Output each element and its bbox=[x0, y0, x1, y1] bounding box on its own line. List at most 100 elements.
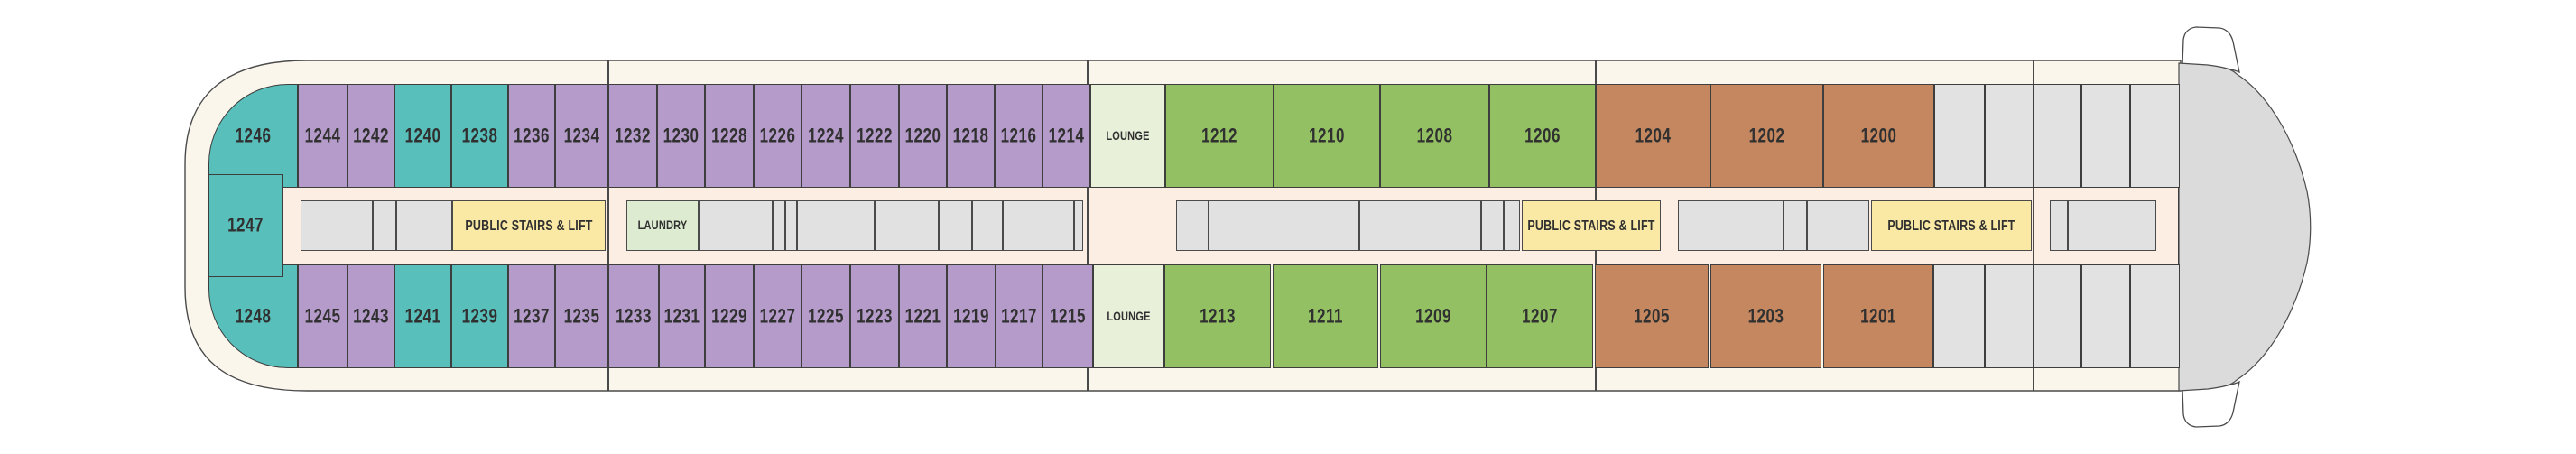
cabin-number: 1245 bbox=[304, 304, 341, 328]
cabin-1241[interactable]: 1241 bbox=[394, 264, 451, 368]
cabin-1217[interactable]: 1217 bbox=[996, 264, 1042, 368]
public-stairs-lift: PUBLIC STAIRS & LIFT bbox=[1522, 200, 1661, 251]
cabin-1209[interactable]: 1209 bbox=[1380, 264, 1487, 368]
service-box-9 bbox=[875, 200, 939, 251]
cabin-1229[interactable]: 1229 bbox=[705, 264, 754, 368]
cabin-1207[interactable]: 1207 bbox=[1487, 264, 1593, 368]
service-box-15 bbox=[1209, 200, 1359, 251]
cabin-1234[interactable]: 1234 bbox=[555, 84, 608, 188]
cabin-number: 1212 bbox=[1201, 124, 1237, 147]
cabin-number: 1231 bbox=[663, 304, 700, 328]
cabin-1225[interactable]: 1225 bbox=[802, 264, 850, 368]
cabin-1244[interactable]: 1244 bbox=[298, 84, 347, 188]
service-box-1 bbox=[373, 200, 396, 251]
service-box-24 bbox=[2050, 200, 2068, 251]
unlabeled-unit-bottom-27 bbox=[2034, 264, 2081, 368]
service-box-11 bbox=[972, 200, 1003, 251]
cabin-1230[interactable]: 1230 bbox=[657, 84, 705, 188]
cabin-1219[interactable]: 1219 bbox=[947, 264, 996, 368]
cabin-number: 1225 bbox=[808, 304, 844, 328]
lounge-label: LOUNGE bbox=[1106, 129, 1150, 143]
cabin-1243[interactable]: 1243 bbox=[347, 264, 394, 368]
cabin-1204[interactable]: 1204 bbox=[1596, 84, 1710, 188]
cabin-1208[interactable]: 1208 bbox=[1380, 84, 1489, 188]
unlabeled-unit-bottom-26 bbox=[1985, 264, 2034, 368]
cabin-number: 1208 bbox=[1416, 124, 1453, 147]
cabin-1218[interactable]: 1218 bbox=[947, 84, 995, 188]
cabin-number: 1205 bbox=[1634, 304, 1670, 328]
cabin-1240[interactable]: 1240 bbox=[394, 84, 451, 188]
cabin-1216[interactable]: 1216 bbox=[995, 84, 1042, 188]
cabin-1214[interactable]: 1214 bbox=[1042, 84, 1090, 188]
cabin-1226[interactable]: 1226 bbox=[754, 84, 802, 188]
cabin-number: 1233 bbox=[616, 304, 652, 328]
laundry-label: LAUNDRY bbox=[637, 218, 688, 233]
stairs-label: PUBLIC STAIRS & LIFT bbox=[1527, 218, 1655, 234]
cabin-1222[interactable]: 1222 bbox=[850, 84, 899, 188]
cabin-1220[interactable]: 1220 bbox=[899, 84, 947, 188]
service-box-25 bbox=[2068, 200, 2156, 251]
cabin-number: 1211 bbox=[1308, 304, 1343, 328]
cabin-1238[interactable]: 1238 bbox=[451, 84, 508, 188]
lounge-bottom: LOUNGE bbox=[1093, 264, 1164, 368]
cabin-number: 1203 bbox=[1747, 304, 1784, 328]
cabin-number: 1246 bbox=[235, 124, 272, 147]
unlabeled-unit-bottom-29 bbox=[2130, 264, 2180, 368]
cabin-1236[interactable]: 1236 bbox=[508, 84, 555, 188]
cabin-1201[interactable]: 1201 bbox=[1823, 264, 1933, 368]
bow-shape bbox=[2178, 62, 2312, 392]
service-box-6 bbox=[773, 200, 785, 251]
cabin-1242[interactable]: 1242 bbox=[347, 84, 394, 188]
stairs-label: PUBLIC STAIRS & LIFT bbox=[465, 218, 593, 234]
cabin-number: 1238 bbox=[461, 124, 498, 147]
cabin-number: 1229 bbox=[711, 304, 747, 328]
unlabeled-unit-top-25 bbox=[1934, 84, 1985, 188]
cabin-1221[interactable]: 1221 bbox=[899, 264, 947, 368]
service-box-12 bbox=[1003, 200, 1074, 251]
service-box-7 bbox=[785, 200, 797, 251]
cabin-1237[interactable]: 1237 bbox=[508, 264, 555, 368]
cabin-number: 1214 bbox=[1048, 124, 1085, 147]
cabin-number: 1226 bbox=[759, 124, 796, 147]
service-box-21 bbox=[1784, 200, 1807, 251]
cabin-number: 1244 bbox=[304, 124, 341, 147]
cabin-number: 1243 bbox=[353, 304, 389, 328]
cabin-1227[interactable]: 1227 bbox=[754, 264, 802, 368]
unlabeled-unit-top-26 bbox=[1985, 84, 2034, 188]
cabin-1206[interactable]: 1206 bbox=[1489, 84, 1596, 188]
cabin-1211[interactable]: 1211 bbox=[1273, 264, 1378, 368]
cabin-1210[interactable]: 1210 bbox=[1274, 84, 1380, 188]
cabin-1233[interactable]: 1233 bbox=[608, 264, 659, 368]
cabin-1223[interactable]: 1223 bbox=[850, 264, 899, 368]
service-box-16 bbox=[1359, 200, 1481, 251]
cabin-number: 1224 bbox=[808, 124, 844, 147]
cabin-1224[interactable]: 1224 bbox=[802, 84, 850, 188]
cabin-1200[interactable]: 1200 bbox=[1823, 84, 1934, 188]
stairs-label: PUBLIC STAIRS & LIFT bbox=[1887, 218, 2015, 234]
cabin-number: 1234 bbox=[563, 124, 600, 147]
cabin-1239[interactable]: 1239 bbox=[451, 264, 508, 368]
cabin-1202[interactable]: 1202 bbox=[1710, 84, 1823, 188]
cabin-1212[interactable]: 1212 bbox=[1165, 84, 1274, 188]
cabin-number: 1200 bbox=[1860, 124, 1897, 147]
section-divider-2 bbox=[1087, 60, 1089, 391]
cabin-1215[interactable]: 1215 bbox=[1042, 264, 1093, 368]
cabin-number: 1207 bbox=[1522, 304, 1558, 328]
cabin-number: 1222 bbox=[857, 124, 893, 147]
cabin-1205[interactable]: 1205 bbox=[1595, 264, 1709, 368]
cabin-1231[interactable]: 1231 bbox=[659, 264, 705, 368]
cabin-1235[interactable]: 1235 bbox=[555, 264, 608, 368]
service-box-5 bbox=[699, 200, 773, 251]
cabin-number: 1227 bbox=[759, 304, 796, 328]
unlabeled-unit-bottom-28 bbox=[2081, 264, 2130, 368]
cabin-number: 1228 bbox=[711, 124, 747, 147]
cabin-1213[interactable]: 1213 bbox=[1164, 264, 1271, 368]
service-box-22 bbox=[1807, 200, 1869, 251]
cabin-1232[interactable]: 1232 bbox=[608, 84, 657, 188]
cabin-1203[interactable]: 1203 bbox=[1710, 264, 1821, 368]
cabin-1247[interactable]: 1247 bbox=[208, 174, 283, 277]
service-box-0 bbox=[301, 200, 373, 251]
cabin-number: 1248 bbox=[235, 304, 272, 328]
cabin-1245[interactable]: 1245 bbox=[298, 264, 347, 368]
cabin-1228[interactable]: 1228 bbox=[705, 84, 754, 188]
